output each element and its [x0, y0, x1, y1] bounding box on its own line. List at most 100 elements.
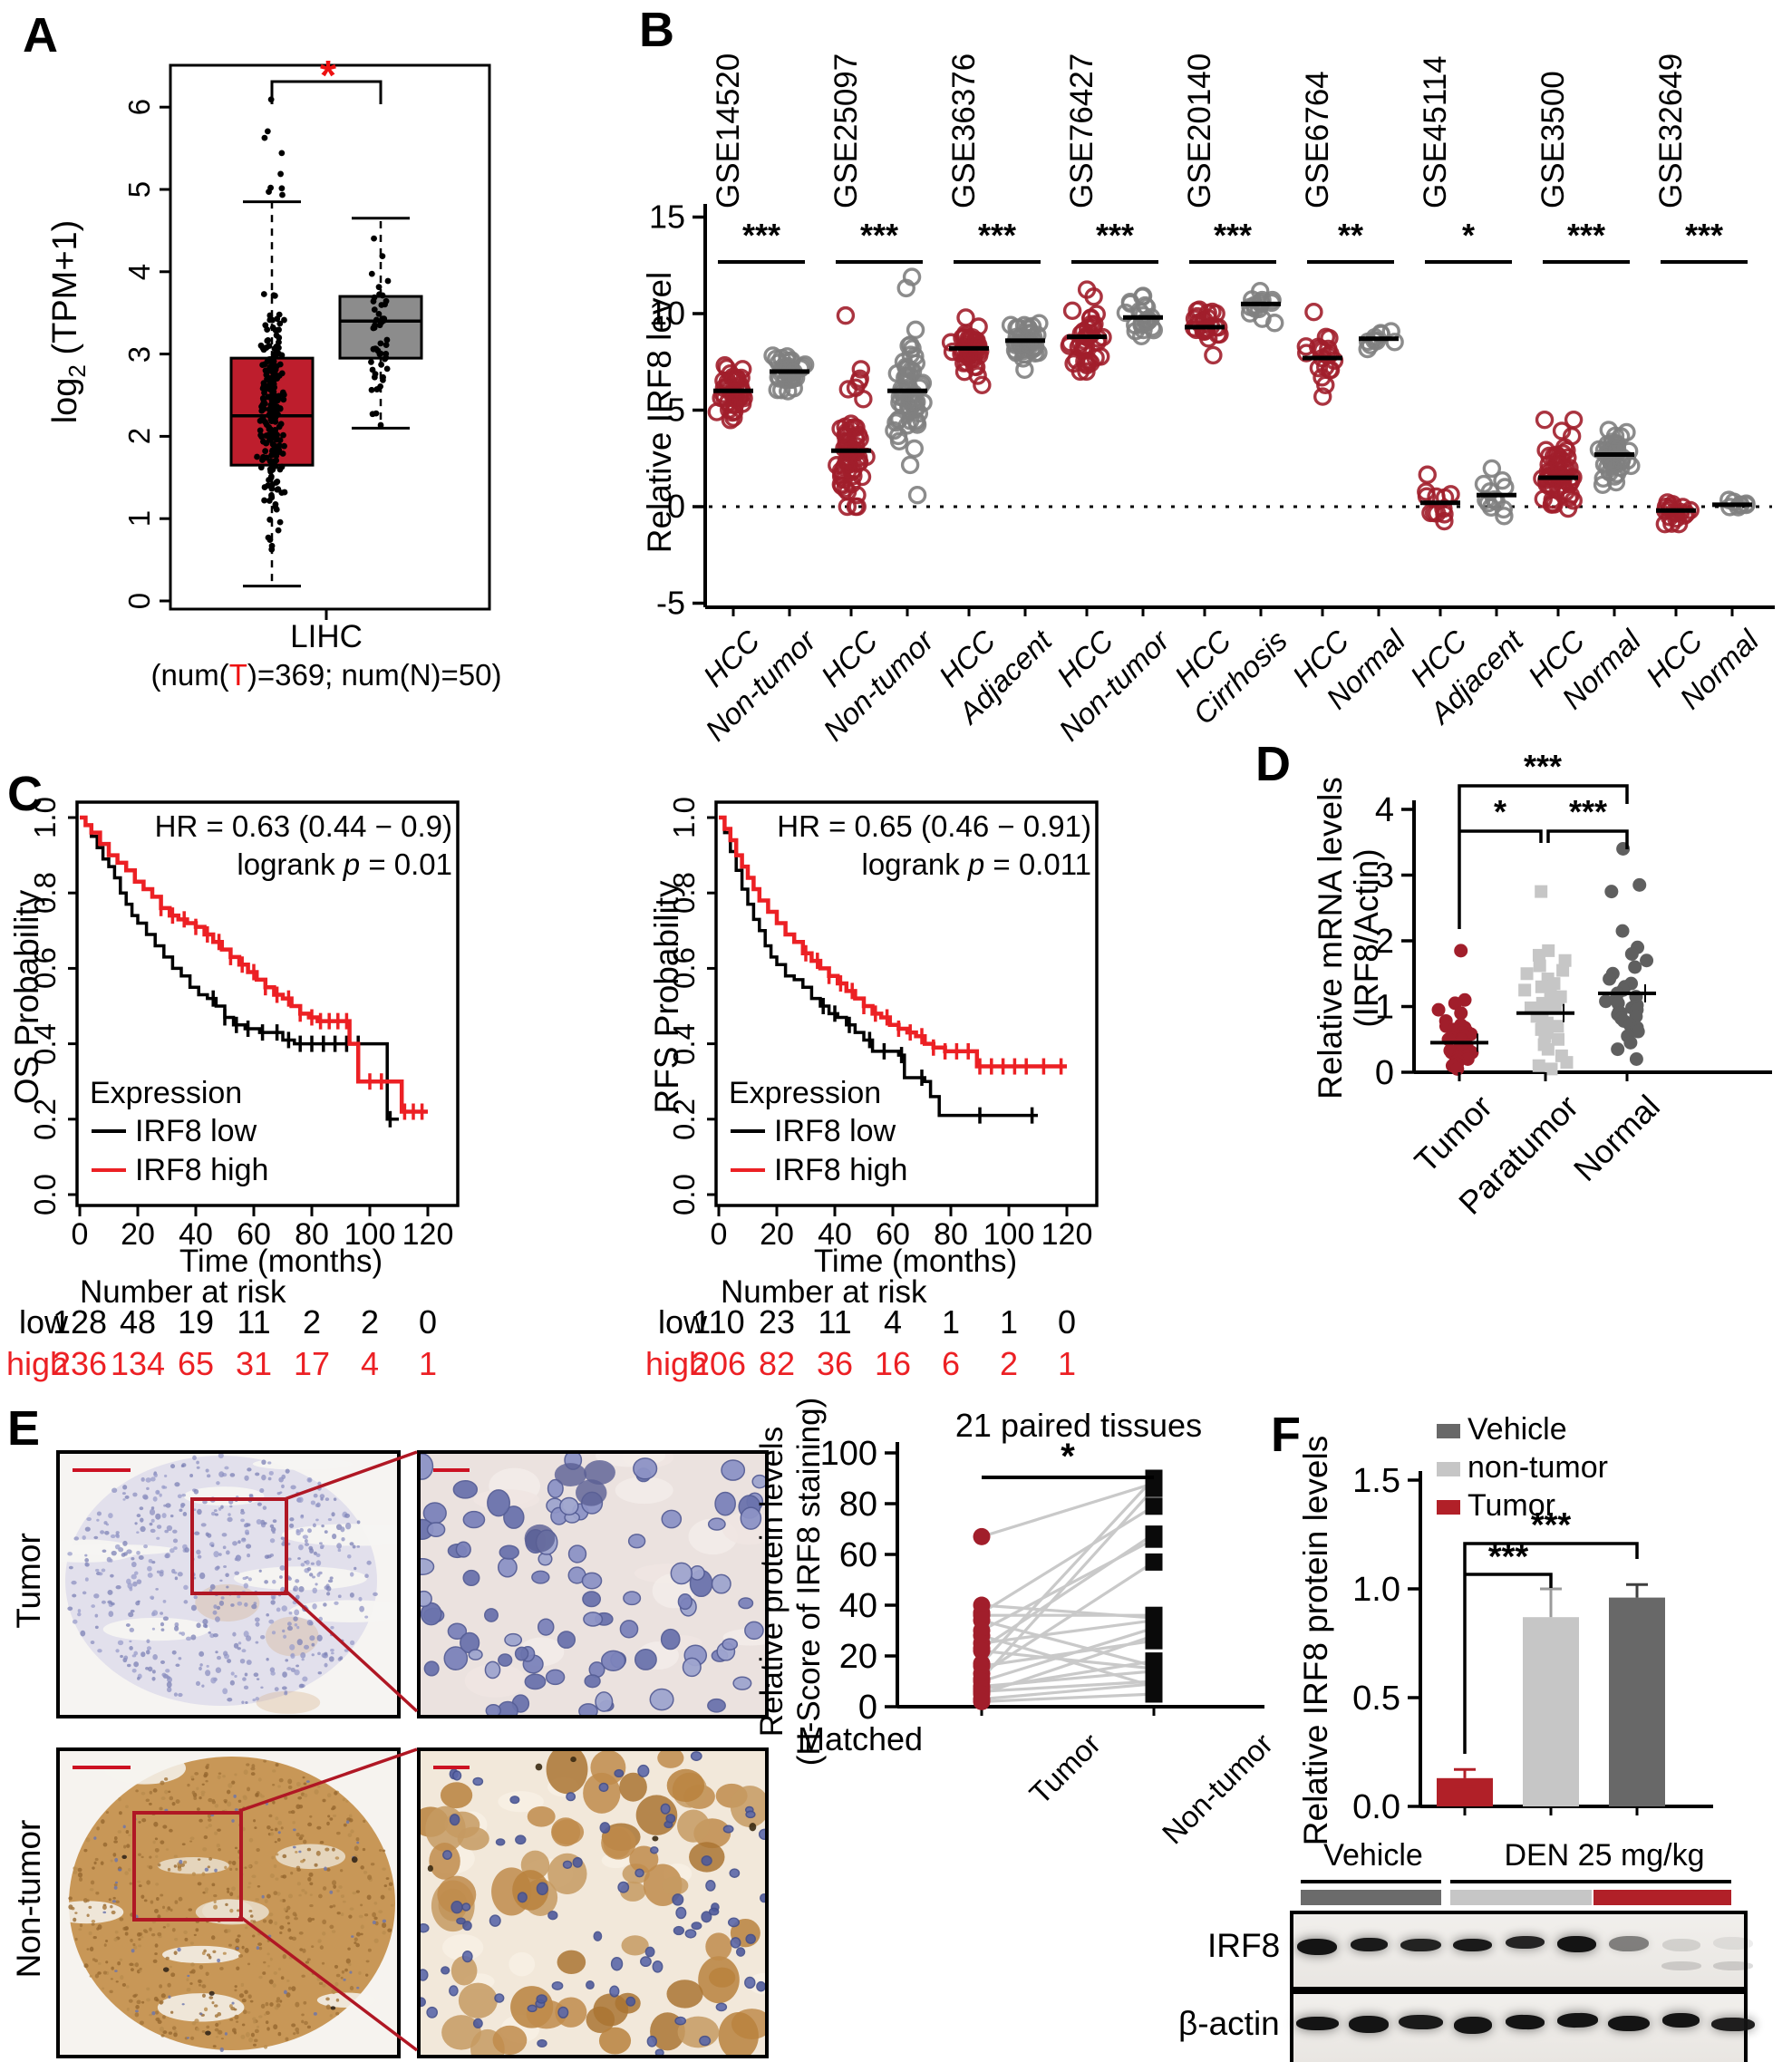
blot-colorbar-vehicle — [1301, 1890, 1441, 1905]
svg-text:60: 60 — [839, 1536, 877, 1574]
panel-d-letter: D — [1255, 737, 1291, 791]
svg-text:***: *** — [1569, 793, 1607, 830]
gse-label: GSE6764 — [1300, 71, 1335, 208]
km-os-xlabel: Time (months) — [179, 1244, 383, 1279]
svg-text:-5: -5 — [656, 585, 685, 622]
svg-text:0.0: 0.0 — [1352, 1788, 1400, 1826]
blot-band — [1607, 2015, 1651, 2032]
svg-text:1: 1 — [1375, 989, 1394, 1027]
km-ytick: 1.0 — [667, 797, 701, 838]
gse-label: GSE76427 — [1064, 53, 1099, 208]
blot-band — [1557, 1935, 1597, 1953]
blot-band — [1350, 1937, 1388, 1952]
actin-blot — [1290, 1990, 1756, 2062]
svg-text:***: *** — [860, 217, 898, 254]
panel-a-ytick: 3 — [122, 345, 156, 363]
svg-text:60: 60 — [237, 1217, 271, 1252]
ihc-nontumor-mag-texture — [421, 1751, 765, 2055]
panel-f-bar-chart: 0.0 0.5 1.0 1.5 ****** — [1352, 1462, 1713, 1826]
panel-a-ytick: 0 — [122, 592, 156, 610]
svg-text:0: 0 — [72, 1217, 89, 1252]
vehicle-legend-label: Vehicle — [1468, 1412, 1567, 1447]
km-ytick: 0.0 — [667, 1174, 701, 1215]
svg-text:0: 0 — [858, 1689, 877, 1727]
km-ytick: 0.6 — [667, 947, 701, 990]
svg-text:0.5: 0.5 — [1352, 1680, 1400, 1718]
panel-c-os-ylabel: OS Probability — [8, 889, 45, 1105]
risk-count: 23 — [758, 1303, 796, 1341]
gse-label: GSE36376 — [946, 53, 982, 208]
risk-count: 11 — [818, 1303, 852, 1341]
blot-group-den: DEN 25 mg/kg — [1504, 1838, 1705, 1873]
svg-text:120: 120 — [402, 1217, 454, 1252]
risk-row-label: low — [657, 1303, 707, 1341]
blot-band — [1712, 1936, 1754, 1951]
km-ytick: 0.2 — [667, 1098, 701, 1140]
svg-text:0: 0 — [667, 488, 685, 525]
km-ytick: 0.6 — [28, 947, 62, 990]
panel-d-ylabel-1: Relative mRNA levels — [1312, 777, 1349, 1099]
svg-text:80: 80 — [295, 1217, 329, 1252]
svg-text:5: 5 — [667, 392, 685, 429]
panel-f-letter: F — [1271, 1408, 1301, 1462]
risk-row-label: high — [644, 1345, 707, 1382]
km-os-plot: 0 20 40 60 80 100 120 HR = 0.63 (0.44 − 0.9) log… — [68, 800, 460, 1252]
risk-count: 16 — [874, 1345, 912, 1382]
irf8-blot — [1290, 1911, 1754, 1990]
km-ytick: 0.4 — [28, 1022, 62, 1065]
risk-count: 0 — [1057, 1303, 1077, 1341]
gse-label: GSE25097 — [828, 53, 864, 208]
svg-text:HR = 0.65 (0.46 − 0.91): HR = 0.65 (0.46 − 0.91) — [777, 809, 1091, 843]
svg-text:4: 4 — [1375, 791, 1394, 829]
blot-band — [1661, 1939, 1700, 1952]
blot-overline-vehicle — [1301, 1880, 1441, 1883]
svg-text:HR = 0.63 (0.44 − 0.9): HR = 0.63 (0.44 − 0.9) — [155, 809, 452, 843]
risk-count: 1 — [941, 1303, 961, 1341]
svg-text:*: * — [320, 52, 336, 99]
svg-text:***: *** — [978, 217, 1016, 254]
km-ytick: 0.0 — [28, 1174, 62, 1215]
risk-count: 128 — [52, 1303, 108, 1341]
svg-text:1.0: 1.0 — [1352, 1571, 1400, 1609]
ihc-tumor-mag-texture — [421, 1454, 765, 1715]
km-ytick: 1.0 — [28, 797, 62, 838]
blot-band — [1505, 2014, 1545, 2030]
svg-text:*: * — [1494, 793, 1506, 830]
panel-a-ytick: 4 — [122, 263, 156, 280]
risk-count: 4 — [360, 1345, 380, 1382]
risk-count: 82 — [758, 1345, 796, 1382]
panel-e-letter: E — [7, 1401, 41, 1456]
nontumor-legend-label: non-tumor — [1468, 1450, 1608, 1485]
blot-smear — [1713, 1961, 1753, 1970]
blot-band — [1349, 2015, 1390, 2033]
gse-label: GSE14520 — [711, 53, 746, 208]
svg-text:logrank p = 0.011: logrank p = 0.011 — [861, 847, 1091, 881]
svg-text:0: 0 — [711, 1217, 728, 1252]
panel-f-legend-vehicle: Vehicle — [1437, 1412, 1567, 1447]
risk-row-label: high — [5, 1345, 68, 1382]
km-ytick: 0.4 — [667, 1022, 701, 1065]
panel-f-legend-nontumor: non-tumor — [1437, 1450, 1608, 1486]
blot-row-label-irf8: IRF8 — [1207, 1927, 1281, 1964]
blot-band — [1556, 2012, 1598, 2028]
risk-count: 19 — [177, 1303, 215, 1341]
svg-text:20: 20 — [121, 1217, 155, 1252]
svg-text:***: *** — [1524, 748, 1562, 785]
blot-band — [1296, 1938, 1338, 1956]
panel-a-boxplot: * — [160, 52, 491, 620]
svg-text:*: * — [1462, 217, 1475, 254]
gse-label: GSE32649 — [1653, 53, 1689, 208]
panel-e-paired-scatter: 0 20 40 60 80 100 * — [820, 1435, 1264, 1727]
panel-a-ylabel-sub: 2 — [63, 364, 91, 378]
inset-connector-lines — [237, 1450, 419, 2052]
svg-text:IRF8 low: IRF8 low — [774, 1114, 896, 1148]
gse-label: GSE45114 — [1418, 55, 1453, 208]
svg-text:logrank p = 0.01: logrank p = 0.01 — [237, 847, 452, 881]
risk-count: 11 — [237, 1303, 271, 1341]
panel-a-ytick: 1 — [122, 510, 156, 528]
svg-text:***: *** — [1685, 217, 1723, 254]
ihc-tumor-magnified — [417, 1450, 769, 1718]
svg-text:80: 80 — [839, 1486, 877, 1524]
km-ytick: 0.8 — [667, 872, 701, 915]
